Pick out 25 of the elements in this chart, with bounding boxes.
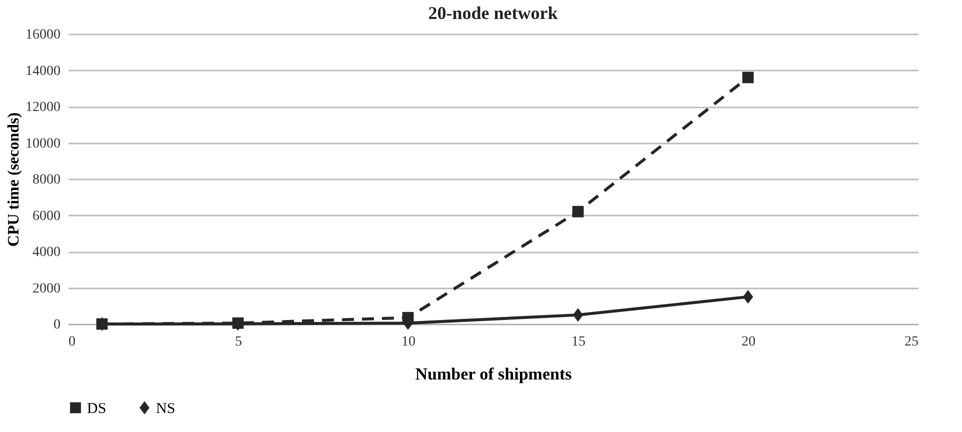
y-tick-label: 8000 [32, 172, 60, 188]
point [572, 206, 584, 218]
legend-label: NS [156, 400, 176, 417]
y-tick-label: 6000 [32, 208, 60, 224]
y-axis-title: CPU time (seconds) [6, 112, 22, 247]
y-tick-label: 2000 [32, 281, 60, 296]
x-tick-label: 25 [904, 334, 918, 350]
x-tick-label: 10 [402, 334, 416, 350]
y-tick-label: 12000 [26, 100, 60, 115]
point [572, 308, 584, 322]
y-tick-label: 0 [54, 318, 60, 332]
point [742, 290, 754, 304]
y-tick-label: 4000 [32, 245, 60, 260]
x-tick-label: 20 [742, 334, 756, 350]
legend-label: DS [87, 400, 106, 417]
x-tick-label: 15 [572, 334, 586, 350]
y-tick-label: 10000 [26, 136, 60, 152]
point [402, 312, 414, 324]
point [742, 72, 754, 84]
x-axis-title: Number of shipments [415, 364, 572, 384]
chart-title: 20-node network [428, 3, 558, 23]
x-tick-label: 0 [68, 334, 76, 350]
y-tick-label: 14000 [26, 64, 60, 79]
x-tick-label: 5 [235, 334, 242, 350]
y-tick-label: 16000 [26, 28, 60, 42]
